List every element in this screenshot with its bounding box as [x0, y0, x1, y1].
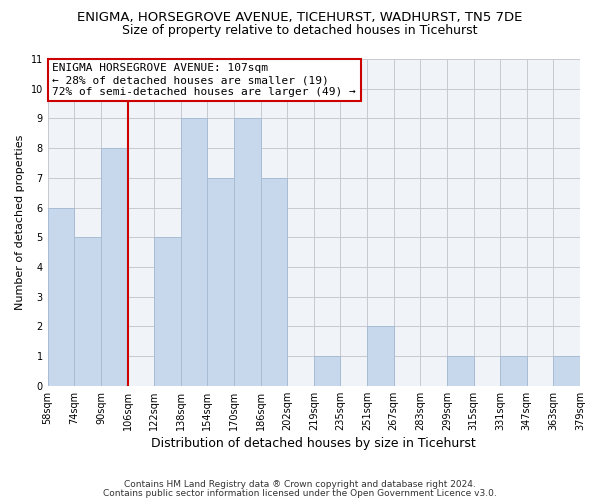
Bar — [260, 178, 287, 386]
Bar — [181, 118, 208, 386]
Bar — [367, 326, 394, 386]
Bar — [47, 208, 74, 386]
Text: Size of property relative to detached houses in Ticehurst: Size of property relative to detached ho… — [122, 24, 478, 37]
Bar — [234, 118, 260, 386]
Bar — [447, 356, 473, 386]
Text: ENIGMA HORSEGROVE AVENUE: 107sqm
← 28% of detached houses are smaller (19)
72% o: ENIGMA HORSEGROVE AVENUE: 107sqm ← 28% o… — [52, 64, 356, 96]
Bar — [314, 356, 340, 386]
Text: Contains HM Land Registry data ® Crown copyright and database right 2024.: Contains HM Land Registry data ® Crown c… — [124, 480, 476, 489]
Text: ENIGMA, HORSEGROVE AVENUE, TICEHURST, WADHURST, TN5 7DE: ENIGMA, HORSEGROVE AVENUE, TICEHURST, WA… — [77, 11, 523, 24]
Bar — [553, 356, 580, 386]
Text: Contains public sector information licensed under the Open Government Licence v3: Contains public sector information licen… — [103, 488, 497, 498]
X-axis label: Distribution of detached houses by size in Ticehurst: Distribution of detached houses by size … — [151, 437, 476, 450]
Bar — [101, 148, 128, 386]
Bar — [500, 356, 527, 386]
Bar — [208, 178, 234, 386]
Bar — [74, 238, 101, 386]
Bar — [154, 238, 181, 386]
Y-axis label: Number of detached properties: Number of detached properties — [15, 134, 25, 310]
